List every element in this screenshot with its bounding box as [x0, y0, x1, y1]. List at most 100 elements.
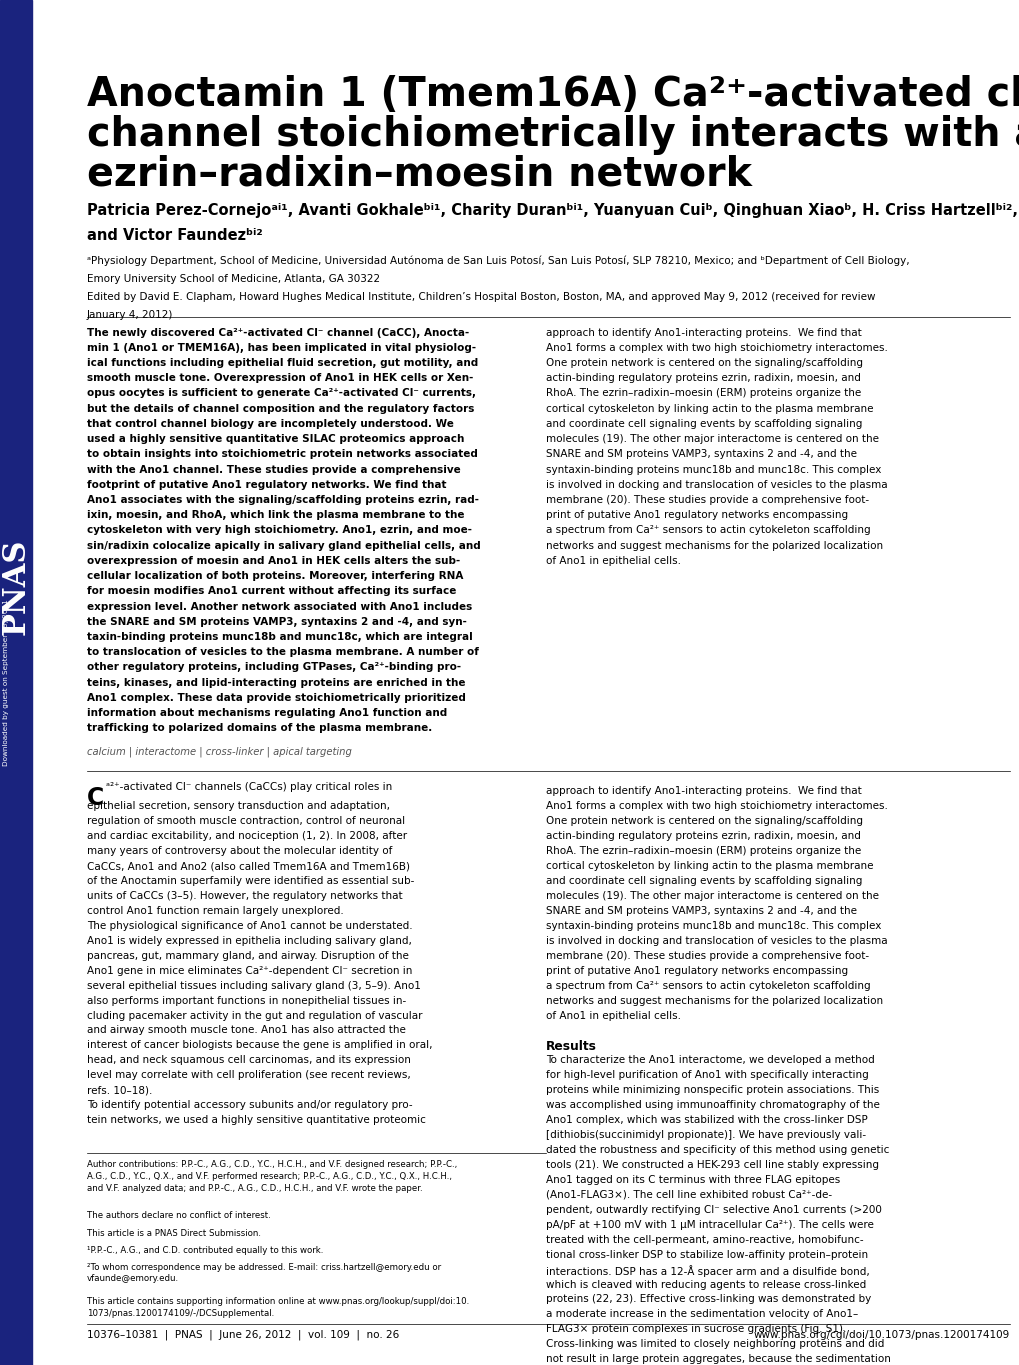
Text: units of CaCCs (3–5). However, the regulatory networks that: units of CaCCs (3–5). However, the regul…: [87, 891, 401, 901]
Text: To identify potential accessory subunits and/or regulatory pro-: To identify potential accessory subunits…: [87, 1100, 412, 1110]
Text: cytoskeleton with very high stoichiometry. Ano1, ezrin, and moe-: cytoskeleton with very high stoichiometr…: [87, 526, 471, 535]
Text: SNARE and SM proteins VAMP3, syntaxins 2 and -4, and the: SNARE and SM proteins VAMP3, syntaxins 2…: [545, 906, 856, 916]
Text: to obtain insights into stoichiometric protein networks associated: to obtain insights into stoichiometric p…: [87, 449, 477, 460]
Text: Ano1 tagged on its C terminus with three FLAG epitopes: Ano1 tagged on its C terminus with three…: [545, 1175, 839, 1185]
Text: information about mechanisms regulating Ano1 function and: information about mechanisms regulating …: [87, 708, 446, 718]
Text: FLAG3× protein complexes in sucrose gradients (Fig. S1).: FLAG3× protein complexes in sucrose grad…: [545, 1324, 845, 1335]
Text: Edited by David E. Clapham, Howard Hughes Medical Institute, Children’s Hospital: Edited by David E. Clapham, Howard Hughe…: [87, 292, 874, 302]
Text: cortical cytoskeleton by linking actin to the plasma membrane: cortical cytoskeleton by linking actin t…: [545, 404, 872, 414]
Text: several epithelial tissues including salivary gland (3, 5–9). Ano1: several epithelial tissues including sal…: [87, 980, 420, 991]
Text: Cross-linking was limited to closely neighboring proteins and did: Cross-linking was limited to closely nei…: [545, 1339, 883, 1350]
Text: networks and suggest mechanisms for the polarized localization: networks and suggest mechanisms for the …: [545, 541, 882, 550]
Text: interactions. DSP has a 12-Å spacer arm and a disulfide bond,: interactions. DSP has a 12-Å spacer arm …: [545, 1264, 868, 1276]
Text: Patricia Perez-Cornejoᵃⁱ¹, Avanti Gokhaleᵇⁱ¹, Charity Duranᵇⁱ¹, Yuanyuan Cuiᵇ, Q: Patricia Perez-Cornejoᵃⁱ¹, Avanti Gokhal…: [87, 203, 1017, 218]
Text: many years of controversy about the molecular identity of: many years of controversy about the mole…: [87, 846, 391, 856]
Text: ᵃ²⁺-activated Cl⁻ channels (CaCCs) play critical roles in: ᵃ²⁺-activated Cl⁻ channels (CaCCs) play …: [106, 782, 392, 792]
Text: ²To whom correspondence may be addressed. E-mail: criss.hartzell@emory.edu or
vf: ²To whom correspondence may be addressed…: [87, 1263, 440, 1283]
Text: cluding pacemaker activity in the gut and regulation of vascular: cluding pacemaker activity in the gut an…: [87, 1010, 422, 1021]
Text: which is cleaved with reducing agents to release cross-linked: which is cleaved with reducing agents to…: [545, 1279, 865, 1290]
Text: for moesin modifies Ano1 current without affecting its surface: for moesin modifies Ano1 current without…: [87, 587, 455, 597]
Text: a spectrum from Ca²⁺ sensors to actin cytokeleton scaffolding: a spectrum from Ca²⁺ sensors to actin cy…: [545, 980, 869, 991]
Text: PNAS: PNAS: [1, 539, 32, 635]
Text: sin/radixin colocalize apically in salivary gland epithelial cells, and: sin/radixin colocalize apically in saliv…: [87, 541, 480, 550]
Text: and Victor Faundezᵇⁱ²: and Victor Faundezᵇⁱ²: [87, 228, 262, 243]
Text: also performs important functions in nonepithelial tissues in-: also performs important functions in non…: [87, 995, 406, 1006]
Text: opus oocytes is sufficient to generate Ca²⁺-activated Cl⁻ currents,: opus oocytes is sufficient to generate C…: [87, 389, 475, 399]
Text: expression level. Another network associated with Ano1 includes: expression level. Another network associ…: [87, 602, 472, 612]
Text: syntaxin-binding proteins munc18b and munc18c. This complex: syntaxin-binding proteins munc18b and mu…: [545, 464, 880, 475]
Text: ᵃPhysiology Department, School of Medicine, Universidad Autónoma de San Luis Pot: ᵃPhysiology Department, School of Medici…: [87, 255, 908, 266]
Text: not result in large protein aggregates, because the sedimentation: not result in large protein aggregates, …: [545, 1354, 890, 1364]
Text: and cardiac excitability, and nociception (1, 2). In 2008, after: and cardiac excitability, and nociceptio…: [87, 831, 407, 841]
Text: Author contributions: P.P.-C., A.G., C.D., Y.C., H.C.H., and V.F. designed resea: Author contributions: P.P.-C., A.G., C.D…: [87, 1160, 457, 1193]
Text: actin-binding regulatory proteins ezrin, radixin, moesin, and: actin-binding regulatory proteins ezrin,…: [545, 831, 860, 841]
Text: ezrin–radixin–moesin network: ezrin–radixin–moesin network: [87, 154, 751, 194]
Text: a spectrum from Ca²⁺ sensors to actin cytokeleton scaffolding: a spectrum from Ca²⁺ sensors to actin cy…: [545, 526, 869, 535]
Text: used a highly sensitive quantitative SILAC proteomics approach: used a highly sensitive quantitative SIL…: [87, 434, 464, 444]
Text: taxin-binding proteins munc18b and munc18c, which are integral: taxin-binding proteins munc18b and munc1…: [87, 632, 472, 642]
Text: to translocation of vesicles to the plasma membrane. A number of: to translocation of vesicles to the plas…: [87, 647, 478, 657]
Text: RhoA. The ezrin–radixin–moesin (ERM) proteins organize the: RhoA. The ezrin–radixin–moesin (ERM) pro…: [545, 389, 860, 399]
Text: cortical cytoskeleton by linking actin to the plasma membrane: cortical cytoskeleton by linking actin t…: [545, 861, 872, 871]
Text: membrane (20). These studies provide a comprehensive foot-: membrane (20). These studies provide a c…: [545, 950, 868, 961]
Bar: [0, 0, 32, 1365]
Text: Downloaded by guest on September 29, 2021: Downloaded by guest on September 29, 202…: [3, 599, 9, 766]
Text: trafficking to polarized domains of the plasma membrane.: trafficking to polarized domains of the …: [87, 723, 431, 733]
Text: One protein network is centered on the signaling/scaffolding: One protein network is centered on the s…: [545, 816, 862, 826]
Text: treated with the cell-permeant, amino-reactive, homobifunc-: treated with the cell-permeant, amino-re…: [545, 1235, 862, 1245]
Text: Anoctamin 1 (Tmem16A) Ca²⁺-activated chloride: Anoctamin 1 (Tmem16A) Ca²⁺-activated chl…: [87, 75, 1019, 115]
Text: pendent, outwardly rectifying Cl⁻ selective Ano1 currents (>200: pendent, outwardly rectifying Cl⁻ select…: [545, 1205, 880, 1215]
Text: The newly discovered Ca²⁺-activated Cl⁻ channel (CaCC), Anocta-: The newly discovered Ca²⁺-activated Cl⁻ …: [87, 328, 469, 337]
Text: January 4, 2012): January 4, 2012): [87, 310, 173, 319]
Text: that control channel biology are incompletely understood. We: that control channel biology are incompl…: [87, 419, 453, 429]
Text: www.pnas.org/cgi/doi/10.1073/pnas.1200174109: www.pnas.org/cgi/doi/10.1073/pnas.120017…: [753, 1330, 1009, 1339]
Text: tional cross-linker DSP to stabilize low-affinity protein–protein: tional cross-linker DSP to stabilize low…: [545, 1250, 867, 1260]
Text: and coordinate cell signaling events by scaffolding signaling: and coordinate cell signaling events by …: [545, 876, 861, 886]
Text: One protein network is centered on the signaling/scaffolding: One protein network is centered on the s…: [545, 358, 862, 369]
Text: pA/pF at +100 mV with 1 μM intracellular Ca²⁺). The cells were: pA/pF at +100 mV with 1 μM intracellular…: [545, 1220, 872, 1230]
Text: networks and suggest mechanisms for the polarized localization: networks and suggest mechanisms for the …: [545, 995, 882, 1006]
Text: tein networks, we used a highly sensitive quantitative proteomic: tein networks, we used a highly sensitiv…: [87, 1115, 425, 1125]
Text: of Ano1 in epithelial cells.: of Ano1 in epithelial cells.: [545, 556, 680, 566]
Text: Ano1 complex, which was stabilized with the cross-linker DSP: Ano1 complex, which was stabilized with …: [545, 1115, 866, 1125]
Text: This article is a PNAS Direct Submission.: This article is a PNAS Direct Submission…: [87, 1228, 261, 1238]
Text: Ano1 gene in mice eliminates Ca²⁺-dependent Cl⁻ secretion in: Ano1 gene in mice eliminates Ca²⁺-depend…: [87, 965, 412, 976]
Text: other regulatory proteins, including GTPases, Ca²⁺-binding pro-: other regulatory proteins, including GTP…: [87, 662, 461, 673]
Text: dated the robustness and specificity of this method using genetic: dated the robustness and specificity of …: [545, 1145, 889, 1155]
Text: for high-level purification of Ano1 with specifically interacting: for high-level purification of Ano1 with…: [545, 1070, 867, 1080]
Text: tools (21). We constructed a HEK-293 cell line stably expressing: tools (21). We constructed a HEK-293 cel…: [545, 1160, 877, 1170]
Text: Ano1 forms a complex with two high stoichiometry interactomes.: Ano1 forms a complex with two high stoic…: [545, 343, 887, 352]
Text: [dithiobis(succinimidyl propionate)]. We have previously vali-: [dithiobis(succinimidyl propionate)]. We…: [545, 1130, 865, 1140]
Text: (Ano1-FLAG3×). The cell line exhibited robust Ca²⁺-de-: (Ano1-FLAG3×). The cell line exhibited r…: [545, 1190, 832, 1200]
Text: print of putative Ano1 regulatory networks encompassing: print of putative Ano1 regulatory networ…: [545, 965, 847, 976]
Text: is involved in docking and translocation of vesicles to the plasma: is involved in docking and translocation…: [545, 936, 887, 946]
Text: level may correlate with cell proliferation (see recent reviews,: level may correlate with cell proliferat…: [87, 1070, 410, 1080]
Text: molecules (19). The other major interactome is centered on the: molecules (19). The other major interact…: [545, 434, 877, 444]
Text: overexpression of moesin and Ano1 in HEK cells alters the sub-: overexpression of moesin and Ano1 in HEK…: [87, 556, 460, 566]
Text: footprint of putative Ano1 regulatory networks. We find that: footprint of putative Ano1 regulatory ne…: [87, 480, 445, 490]
Text: a moderate increase in the sedimentation velocity of Ano1–: a moderate increase in the sedimentation…: [545, 1309, 857, 1320]
Text: syntaxin-binding proteins munc18b and munc18c. This complex: syntaxin-binding proteins munc18b and mu…: [545, 921, 880, 931]
Text: C: C: [87, 786, 104, 811]
Text: of the Anoctamin superfamily were identified as essential sub-: of the Anoctamin superfamily were identi…: [87, 876, 414, 886]
Text: CaCCs, Ano1 and Ano2 (also called Tmem16A and Tmem16B): CaCCs, Ano1 and Ano2 (also called Tmem16…: [87, 861, 410, 871]
Text: smooth muscle tone. Overexpression of Ano1 in HEK cells or Xen-: smooth muscle tone. Overexpression of An…: [87, 373, 473, 384]
Text: SNARE and SM proteins VAMP3, syntaxins 2 and -4, and the: SNARE and SM proteins VAMP3, syntaxins 2…: [545, 449, 856, 460]
Text: Emory University School of Medicine, Atlanta, GA 30322: Emory University School of Medicine, Atl…: [87, 274, 379, 284]
Text: cellular localization of both proteins. Moreover, interfering RNA: cellular localization of both proteins. …: [87, 571, 463, 581]
Text: ¹P.P.-C., A.G., and C.D. contributed equally to this work.: ¹P.P.-C., A.G., and C.D. contributed equ…: [87, 1245, 323, 1254]
Text: membrane (20). These studies provide a comprehensive foot-: membrane (20). These studies provide a c…: [545, 495, 868, 505]
Text: proteins (22, 23). Effective cross-linking was demonstrated by: proteins (22, 23). Effective cross-linki…: [545, 1294, 870, 1305]
Text: interest of cancer biologists because the gene is amplified in oral,: interest of cancer biologists because th…: [87, 1040, 432, 1051]
Text: calcium | interactome | cross-linker | apical targeting: calcium | interactome | cross-linker | a…: [87, 747, 352, 758]
Text: ixin, moesin, and RhoA, which link the plasma membrane to the: ixin, moesin, and RhoA, which link the p…: [87, 511, 464, 520]
Text: Ano1 forms a complex with two high stoichiometry interactomes.: Ano1 forms a complex with two high stoic…: [545, 801, 887, 811]
Text: the SNARE and SM proteins VAMP3, syntaxins 2 and -4, and syn-: the SNARE and SM proteins VAMP3, syntaxi…: [87, 617, 466, 627]
Text: and coordinate cell signaling events by scaffolding signaling: and coordinate cell signaling events by …: [545, 419, 861, 429]
Text: was accomplished using immunoaffinity chromatography of the: was accomplished using immunoaffinity ch…: [545, 1100, 878, 1110]
Text: min 1 (Ano1 or TMEM16A), has been implicated in vital physiolog-: min 1 (Ano1 or TMEM16A), has been implic…: [87, 343, 475, 352]
Text: 10376–10381  |  PNAS  |  June 26, 2012  |  vol. 109  |  no. 26: 10376–10381 | PNAS | June 26, 2012 | vol…: [87, 1330, 398, 1340]
Text: To characterize the Ano1 interactome, we developed a method: To characterize the Ano1 interactome, we…: [545, 1055, 873, 1065]
Text: Ano1 is widely expressed in epithelia including salivary gland,: Ano1 is widely expressed in epithelia in…: [87, 936, 412, 946]
Text: approach to identify Ano1-interacting proteins.  We find that: approach to identify Ano1-interacting pr…: [545, 328, 861, 337]
